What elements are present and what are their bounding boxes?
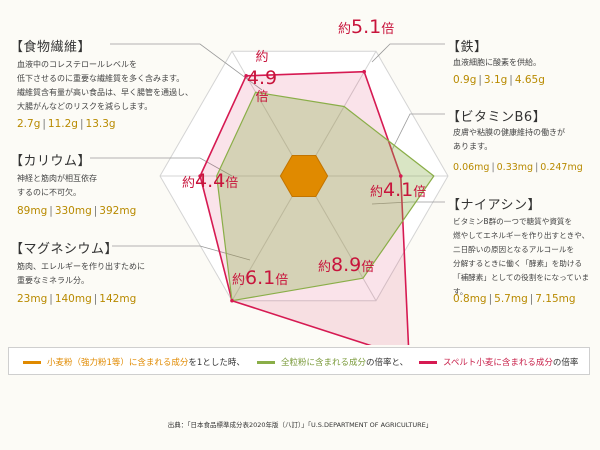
niacin-title: 【ナイアシン】 [447, 198, 541, 213]
iron-description: 血液細胞に酸素を供給。 [453, 58, 541, 67]
legend-text-ratio-and: の倍率と、 [366, 358, 409, 368]
spelt-point-magnesium [230, 298, 234, 303]
chart-legend: 小麦粉（強力粉1等）に含まれる成分を1とした時、 全粒粉に含まれる成分の倍率と、… [8, 347, 590, 375]
b6-multiplier-value: 4.1 [383, 179, 414, 201]
niacin-value-whole: 5.7mg [494, 293, 528, 305]
b6-multiplier: 約4.1倍 [370, 179, 426, 201]
potassium-leader [90, 157, 233, 177]
iron-multiplier-value: 5.1 [351, 16, 382, 38]
leader-lines [90, 43, 445, 261]
b6-value-flour: 0.06mg [453, 162, 490, 173]
fiber-value-flour: 2.7g [17, 118, 41, 130]
potassium-multiplier-value: 4.4 [195, 170, 226, 192]
spelt-point-b6 [398, 174, 403, 178]
radar-chart [90, 43, 449, 345]
potassium-value-spelt: 392mg [99, 205, 137, 217]
b6-values: 0.06mg | 0.33mg | 0.247mg [453, 162, 583, 173]
spelt-point-iron [362, 69, 366, 74]
legend-entry-spelt: スペルト小麦に含まれる成分の倍率 [419, 356, 578, 368]
iron-values: 0.9g | 3.1g | 4.65g [453, 74, 545, 86]
magnesium-value-flour: 23mg [17, 293, 48, 305]
magnesium-multiplier: 約6.1倍 [232, 267, 288, 289]
b6-leader [391, 113, 445, 151]
potassium-title: 【カリウム】 [10, 154, 92, 169]
niacin-values: 0.8mg | 5.7mg | 7.15mg [453, 293, 576, 305]
potassium-value-flour: 89mg [17, 205, 48, 217]
fiber-description: 血液中のコレステロールレベルを 低下させるのに重要な繊維質を多く含みます。 繊維… [17, 60, 193, 111]
fiber-value-whole: 11.2g [47, 118, 78, 130]
potassium-value-whole: 330mg [54, 205, 92, 217]
potassium-multiplier-prefix: 約 [182, 176, 196, 191]
niacin-multiplier-suffix: 倍 [361, 260, 375, 275]
potassium-multiplier: 約4.4倍 [182, 170, 238, 192]
iron-multiplier-prefix: 約 [338, 22, 352, 37]
niacin-value-flour: 0.8mg [453, 293, 487, 305]
niacin-value-spelt: 7.15mg [535, 293, 576, 305]
iron-value-spelt: 4.65g [514, 74, 545, 86]
b6-value-spelt: 0.247mg [540, 162, 583, 173]
legend-swatch-whole [257, 361, 275, 364]
spelt-point-fiber [244, 74, 248, 78]
fiber-multiplier-prefix: 約 [255, 50, 269, 65]
magnesium-description: 筋肉、エレルギーを作り出すために 重要なミネラル分。 [17, 262, 145, 285]
legend-label-whole: 全粒粉に含まれる成分 [281, 358, 367, 368]
fiber-multiplier: 約 4.9 倍 [242, 48, 282, 108]
iron-multiplier-suffix: 倍 [381, 22, 395, 37]
potassium-values: 89mg | 330mg | 392mg [17, 205, 137, 217]
magnesium-title: 【マグネシウム】 [10, 242, 119, 257]
fiber-value-spelt: 13.3g [85, 118, 116, 130]
b6-multiplier-prefix: 約 [370, 185, 384, 200]
iron-value-whole: 3.1g [483, 74, 508, 86]
legend-entry-whole: 全粒粉に含まれる成分の倍率と、 [257, 356, 408, 368]
b6-title: 【ビタミンB6】 [447, 110, 547, 125]
fiber-multiplier-suffix: 倍 [255, 90, 269, 105]
fiber-multiplier-value: 4.9 [246, 67, 278, 89]
niacin-multiplier-prefix: 約 [318, 260, 332, 275]
magnesium-multiplier-suffix: 倍 [275, 273, 289, 288]
legend-swatch-flour [23, 361, 41, 364]
legend-swatch-spelt [419, 361, 437, 364]
b6-description: 皮膚や粘膜の健康維持の働きが あります。 [453, 128, 565, 151]
legend-label-spelt: スペルト小麦に含まれる成分 [443, 358, 553, 368]
legend-entry-flour: 小麦粉（強力粉1等）に含まれる成分を1とした時、 [23, 356, 245, 368]
legend-text-ratio-intro: を1とした時、 [188, 358, 245, 368]
radar-series [198, 69, 435, 345]
source-citation: 出典：「日本食品標準成分表2020年版（八訂）」「U.S.DEPARTMENT … [167, 421, 433, 429]
fiber-title: 【食物繊維】 [10, 40, 92, 55]
series-area-flour [279, 155, 329, 197]
potassium-multiplier-suffix: 倍 [225, 176, 239, 191]
iron-title: 【鉄】 [447, 40, 488, 55]
iron-multiplier: 約5.1倍 [338, 16, 394, 38]
spelt-point-potassium [198, 174, 202, 178]
niacin-multiplier-value: 8.9 [331, 254, 362, 276]
potassium-description: 神経と筋肉が相互依存 するのに不可欠。 [17, 174, 97, 197]
magnesium-multiplier-prefix: 約 [232, 273, 246, 288]
niacin-multiplier: 約8.9倍 [318, 254, 374, 276]
niacin-leader [371, 201, 445, 205]
iron-leader [371, 43, 445, 63]
b6-value-whole: 0.33mg [496, 162, 534, 173]
fiber-values: 2.7g | 11.2g | 13.3g [17, 118, 116, 130]
b6-multiplier-suffix: 倍 [413, 185, 427, 200]
fiber-leader [110, 43, 263, 91]
magnesium-leader [112, 245, 251, 261]
legend-label-flour: 小麦粉（強力粉1等）に含まれる成分 [47, 358, 189, 368]
iron-value-flour: 0.9g [453, 74, 477, 86]
niacin-description: ビタミンB群の一つで糖質や資質を 燃やしてエネルギーを作り出すときや、 二日酔い… [453, 217, 590, 296]
magnesium-values: 23mg | 140mg | 142mg [17, 293, 137, 305]
magnesium-multiplier-value: 6.1 [245, 267, 276, 289]
magnesium-value-spelt: 142mg [99, 293, 137, 305]
legend-text-ratio-end: の倍率 [552, 358, 579, 368]
magnesium-value-whole: 140mg [54, 293, 92, 305]
